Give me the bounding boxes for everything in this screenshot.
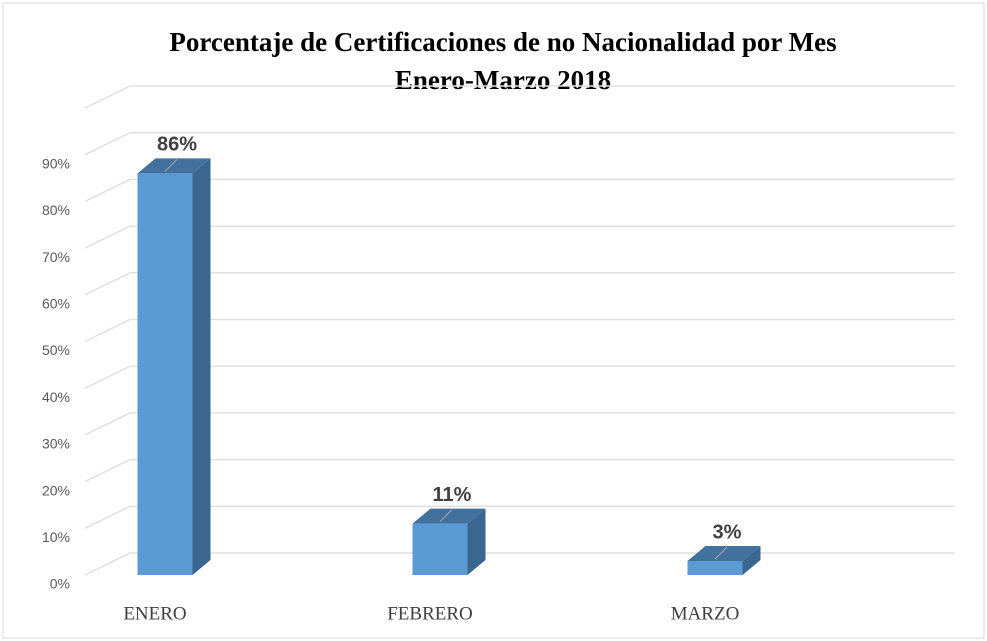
- grid-line: [84, 318, 955, 343]
- grid-line: [84, 505, 955, 529]
- y-tick-label: 60%: [42, 296, 70, 312]
- x-tick-label: MARZO: [671, 603, 740, 624]
- bar: [687, 560, 743, 575]
- x-tick-label: ENERO: [123, 603, 186, 624]
- bar-side: [742, 545, 761, 575]
- data-label: 86%: [157, 134, 197, 156]
- grid-line: [84, 412, 955, 436]
- y-tick-label: 20%: [42, 482, 70, 498]
- bar: [412, 523, 468, 575]
- y-tick-label: 40%: [42, 389, 70, 405]
- leader-line: [714, 546, 728, 560]
- y-tick-label: 70%: [42, 249, 70, 265]
- bar: [137, 173, 193, 575]
- data-label: 3%: [713, 521, 742, 543]
- grid-line: [84, 552, 955, 576]
- y-tick-label: 10%: [42, 529, 70, 545]
- grid-line: [84, 131, 955, 156]
- grid-line: [84, 458, 955, 483]
- data-label: 11%: [433, 484, 472, 506]
- x-tick-label: FEBRERO: [387, 603, 473, 624]
- y-tick-label: 0%: [50, 576, 70, 592]
- grid-line: [84, 272, 955, 296]
- y-tick-label: 90%: [42, 155, 70, 171]
- y-tick-label: 50%: [42, 342, 70, 358]
- grid-line: [84, 85, 131, 109]
- grid-line: [84, 365, 955, 389]
- bar-top: [687, 545, 761, 561]
- bar-top: [412, 508, 486, 524]
- leader-line: [439, 509, 453, 522]
- grid-line: [84, 178, 955, 203]
- chart-subtitle: Enero-Marzo 2018: [395, 65, 611, 95]
- bar-side: [467, 508, 486, 575]
- y-tick-label: 80%: [42, 202, 70, 218]
- grid-line: [84, 225, 955, 249]
- chart-title: Porcentaje de Certificaciones de no Naci…: [169, 27, 836, 57]
- bar-side: [192, 158, 211, 575]
- bar-top: [137, 158, 211, 174]
- y-tick-label: 30%: [42, 436, 70, 452]
- leader-line: [164, 159, 178, 172]
